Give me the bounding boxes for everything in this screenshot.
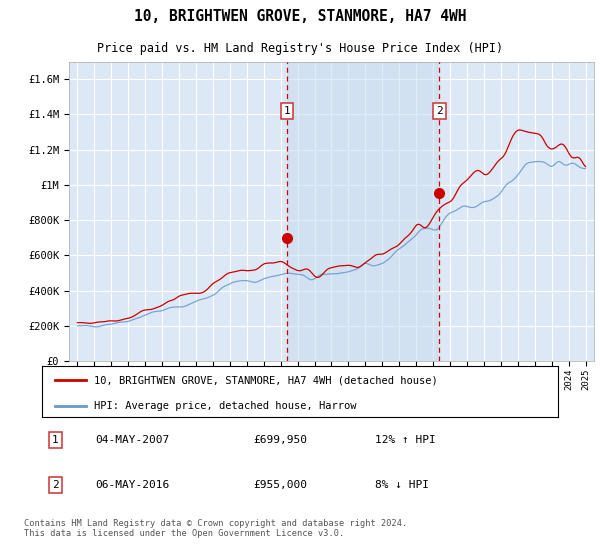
- Text: 10, BRIGHTWEN GROVE, STANMORE, HA7 4WH: 10, BRIGHTWEN GROVE, STANMORE, HA7 4WH: [134, 9, 466, 24]
- Text: 8% ↓ HPI: 8% ↓ HPI: [374, 480, 428, 490]
- Text: 06-MAY-2016: 06-MAY-2016: [95, 480, 169, 490]
- Text: 1: 1: [284, 106, 290, 116]
- Text: Contains HM Land Registry data © Crown copyright and database right 2024.
This d: Contains HM Land Registry data © Crown c…: [24, 519, 407, 538]
- Text: Price paid vs. HM Land Registry's House Price Index (HPI): Price paid vs. HM Land Registry's House …: [97, 43, 503, 55]
- Text: HPI: Average price, detached house, Harrow: HPI: Average price, detached house, Harr…: [94, 401, 356, 411]
- Text: 2: 2: [52, 480, 59, 490]
- Text: 12% ↑ HPI: 12% ↑ HPI: [374, 435, 436, 445]
- Text: £955,000: £955,000: [253, 480, 307, 490]
- Text: 1: 1: [52, 435, 59, 445]
- Text: 2: 2: [436, 106, 443, 116]
- Text: 04-MAY-2007: 04-MAY-2007: [95, 435, 169, 445]
- Text: £699,950: £699,950: [253, 435, 307, 445]
- Text: 10, BRIGHTWEN GROVE, STANMORE, HA7 4WH (detached house): 10, BRIGHTWEN GROVE, STANMORE, HA7 4WH (…: [94, 375, 437, 385]
- Bar: [287, 62, 439, 361]
